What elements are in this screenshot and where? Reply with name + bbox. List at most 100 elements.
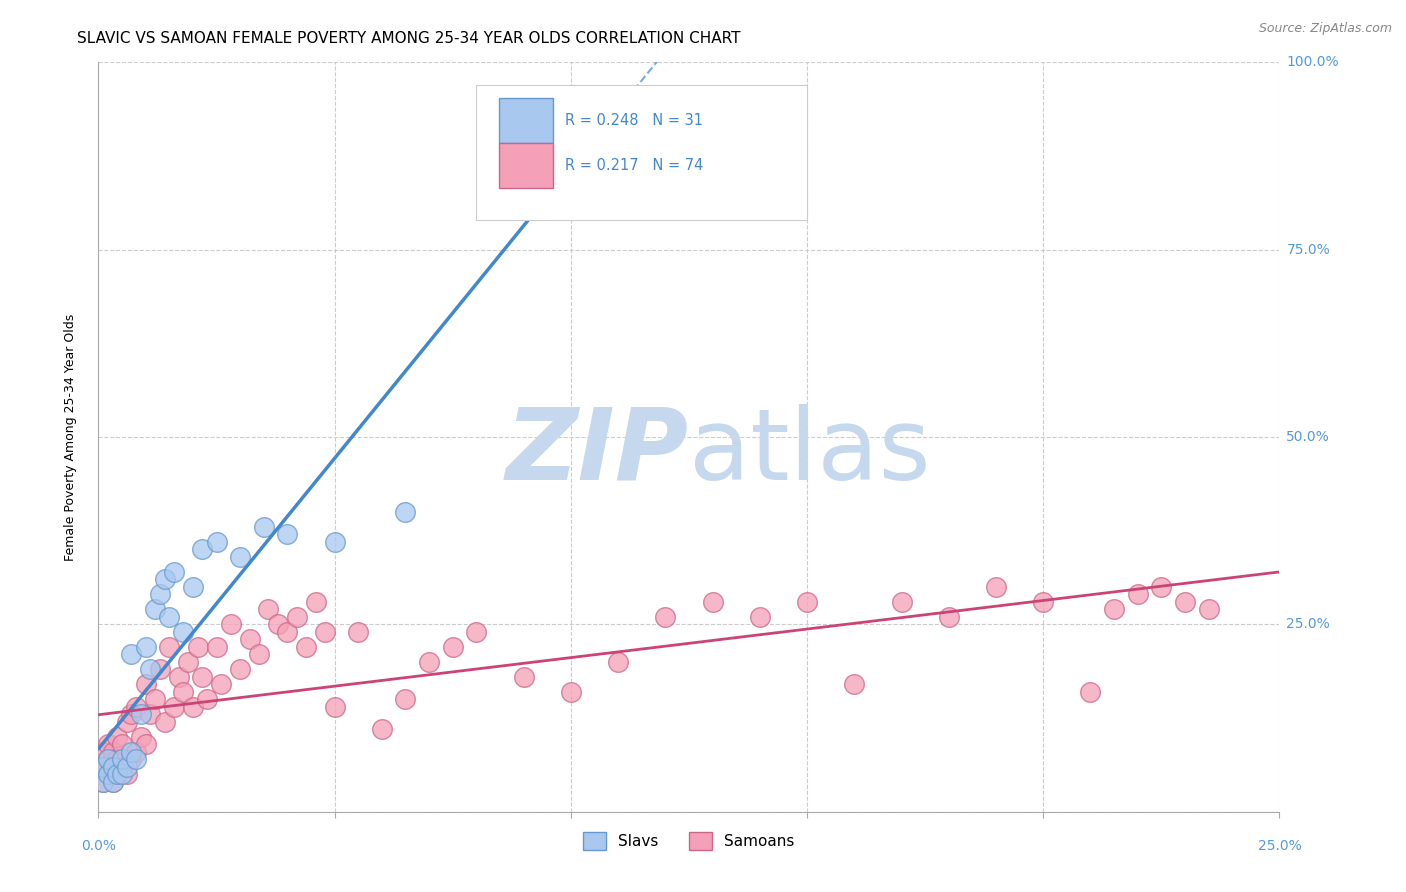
Point [181,699,204,714]
Point [465,624,488,639]
Point [607,655,630,669]
Point [97,737,120,751]
Point [121,707,143,722]
Legend: Slavs, Samoans: Slavs, Samoans [576,826,801,856]
Point [181,580,204,594]
Point [101,774,124,789]
Point [135,640,157,654]
Y-axis label: Female Poverty Among 25-34 Year Olds: Female Poverty Among 25-34 Year Olds [63,313,77,561]
Point [91,774,114,789]
Point [239,632,262,647]
Point [844,677,866,691]
Point [347,624,370,639]
Point [191,542,214,557]
Point [205,640,228,654]
Point [229,549,252,564]
Point [125,699,148,714]
Point [285,610,308,624]
Point [890,595,912,609]
Point [125,752,148,766]
Point [187,640,209,654]
Point [394,505,416,519]
Point [115,760,138,774]
Point [229,662,252,676]
Point [191,670,214,684]
Point [323,535,346,549]
Point [257,602,280,616]
Point [167,670,190,684]
Point [97,767,120,781]
Point [149,587,172,601]
Point [163,699,186,714]
Point [560,685,582,699]
Point [105,767,128,781]
Point [209,677,232,691]
Point [247,648,270,662]
Point [135,737,157,751]
Point [115,767,138,781]
Point [253,520,276,534]
Point [219,617,242,632]
Point [195,692,218,706]
Point [101,745,124,759]
Point [1174,595,1197,609]
Point [267,617,290,632]
Point [91,745,114,759]
Point [135,677,157,691]
Text: R = 0.248   N = 31: R = 0.248 N = 31 [565,113,703,128]
Point [111,767,134,781]
Point [153,714,176,729]
Point [97,752,120,766]
Point [1102,602,1125,616]
Point [205,535,228,549]
Point [121,648,143,662]
Point [748,610,770,624]
Point [702,595,724,609]
Point [105,767,128,781]
Point [276,624,298,639]
Text: SLAVIC VS SAMOAN FEMALE POVERTY AMONG 25-34 YEAR OLDS CORRELATION CHART: SLAVIC VS SAMOAN FEMALE POVERTY AMONG 25… [77,31,741,46]
Point [101,774,124,789]
Text: 25.0%: 25.0% [1286,617,1330,632]
Text: 75.0%: 75.0% [1286,243,1330,257]
Point [276,527,298,541]
Point [111,737,134,751]
Point [121,752,143,766]
Point [91,760,114,774]
Point [115,714,138,729]
Text: Source: ZipAtlas.com: Source: ZipAtlas.com [1258,22,1392,36]
Point [654,610,676,624]
Point [143,692,166,706]
Point [295,640,318,654]
Point [143,602,166,616]
Point [441,640,464,654]
Text: atlas: atlas [689,403,931,500]
Point [172,624,194,639]
Point [1150,580,1173,594]
Point [371,723,394,737]
Point [97,767,120,781]
Text: 50.0%: 50.0% [1286,430,1330,444]
Point [91,760,114,774]
FancyBboxPatch shape [477,85,807,219]
Point [1126,587,1149,601]
Text: 25.0%: 25.0% [1257,839,1302,854]
FancyBboxPatch shape [499,143,553,188]
Point [172,685,194,699]
Point [129,707,152,722]
Point [157,640,180,654]
Point [125,745,148,759]
Point [111,752,134,766]
Point [177,655,200,669]
Point [1198,602,1220,616]
Point [139,707,162,722]
Point [796,595,818,609]
Text: ZIP: ZIP [506,403,689,500]
Point [101,760,124,774]
Point [314,624,336,639]
Point [121,745,143,759]
Point [938,610,960,624]
Point [1080,685,1102,699]
Point [418,655,440,669]
Text: 0.0%: 0.0% [82,839,115,854]
